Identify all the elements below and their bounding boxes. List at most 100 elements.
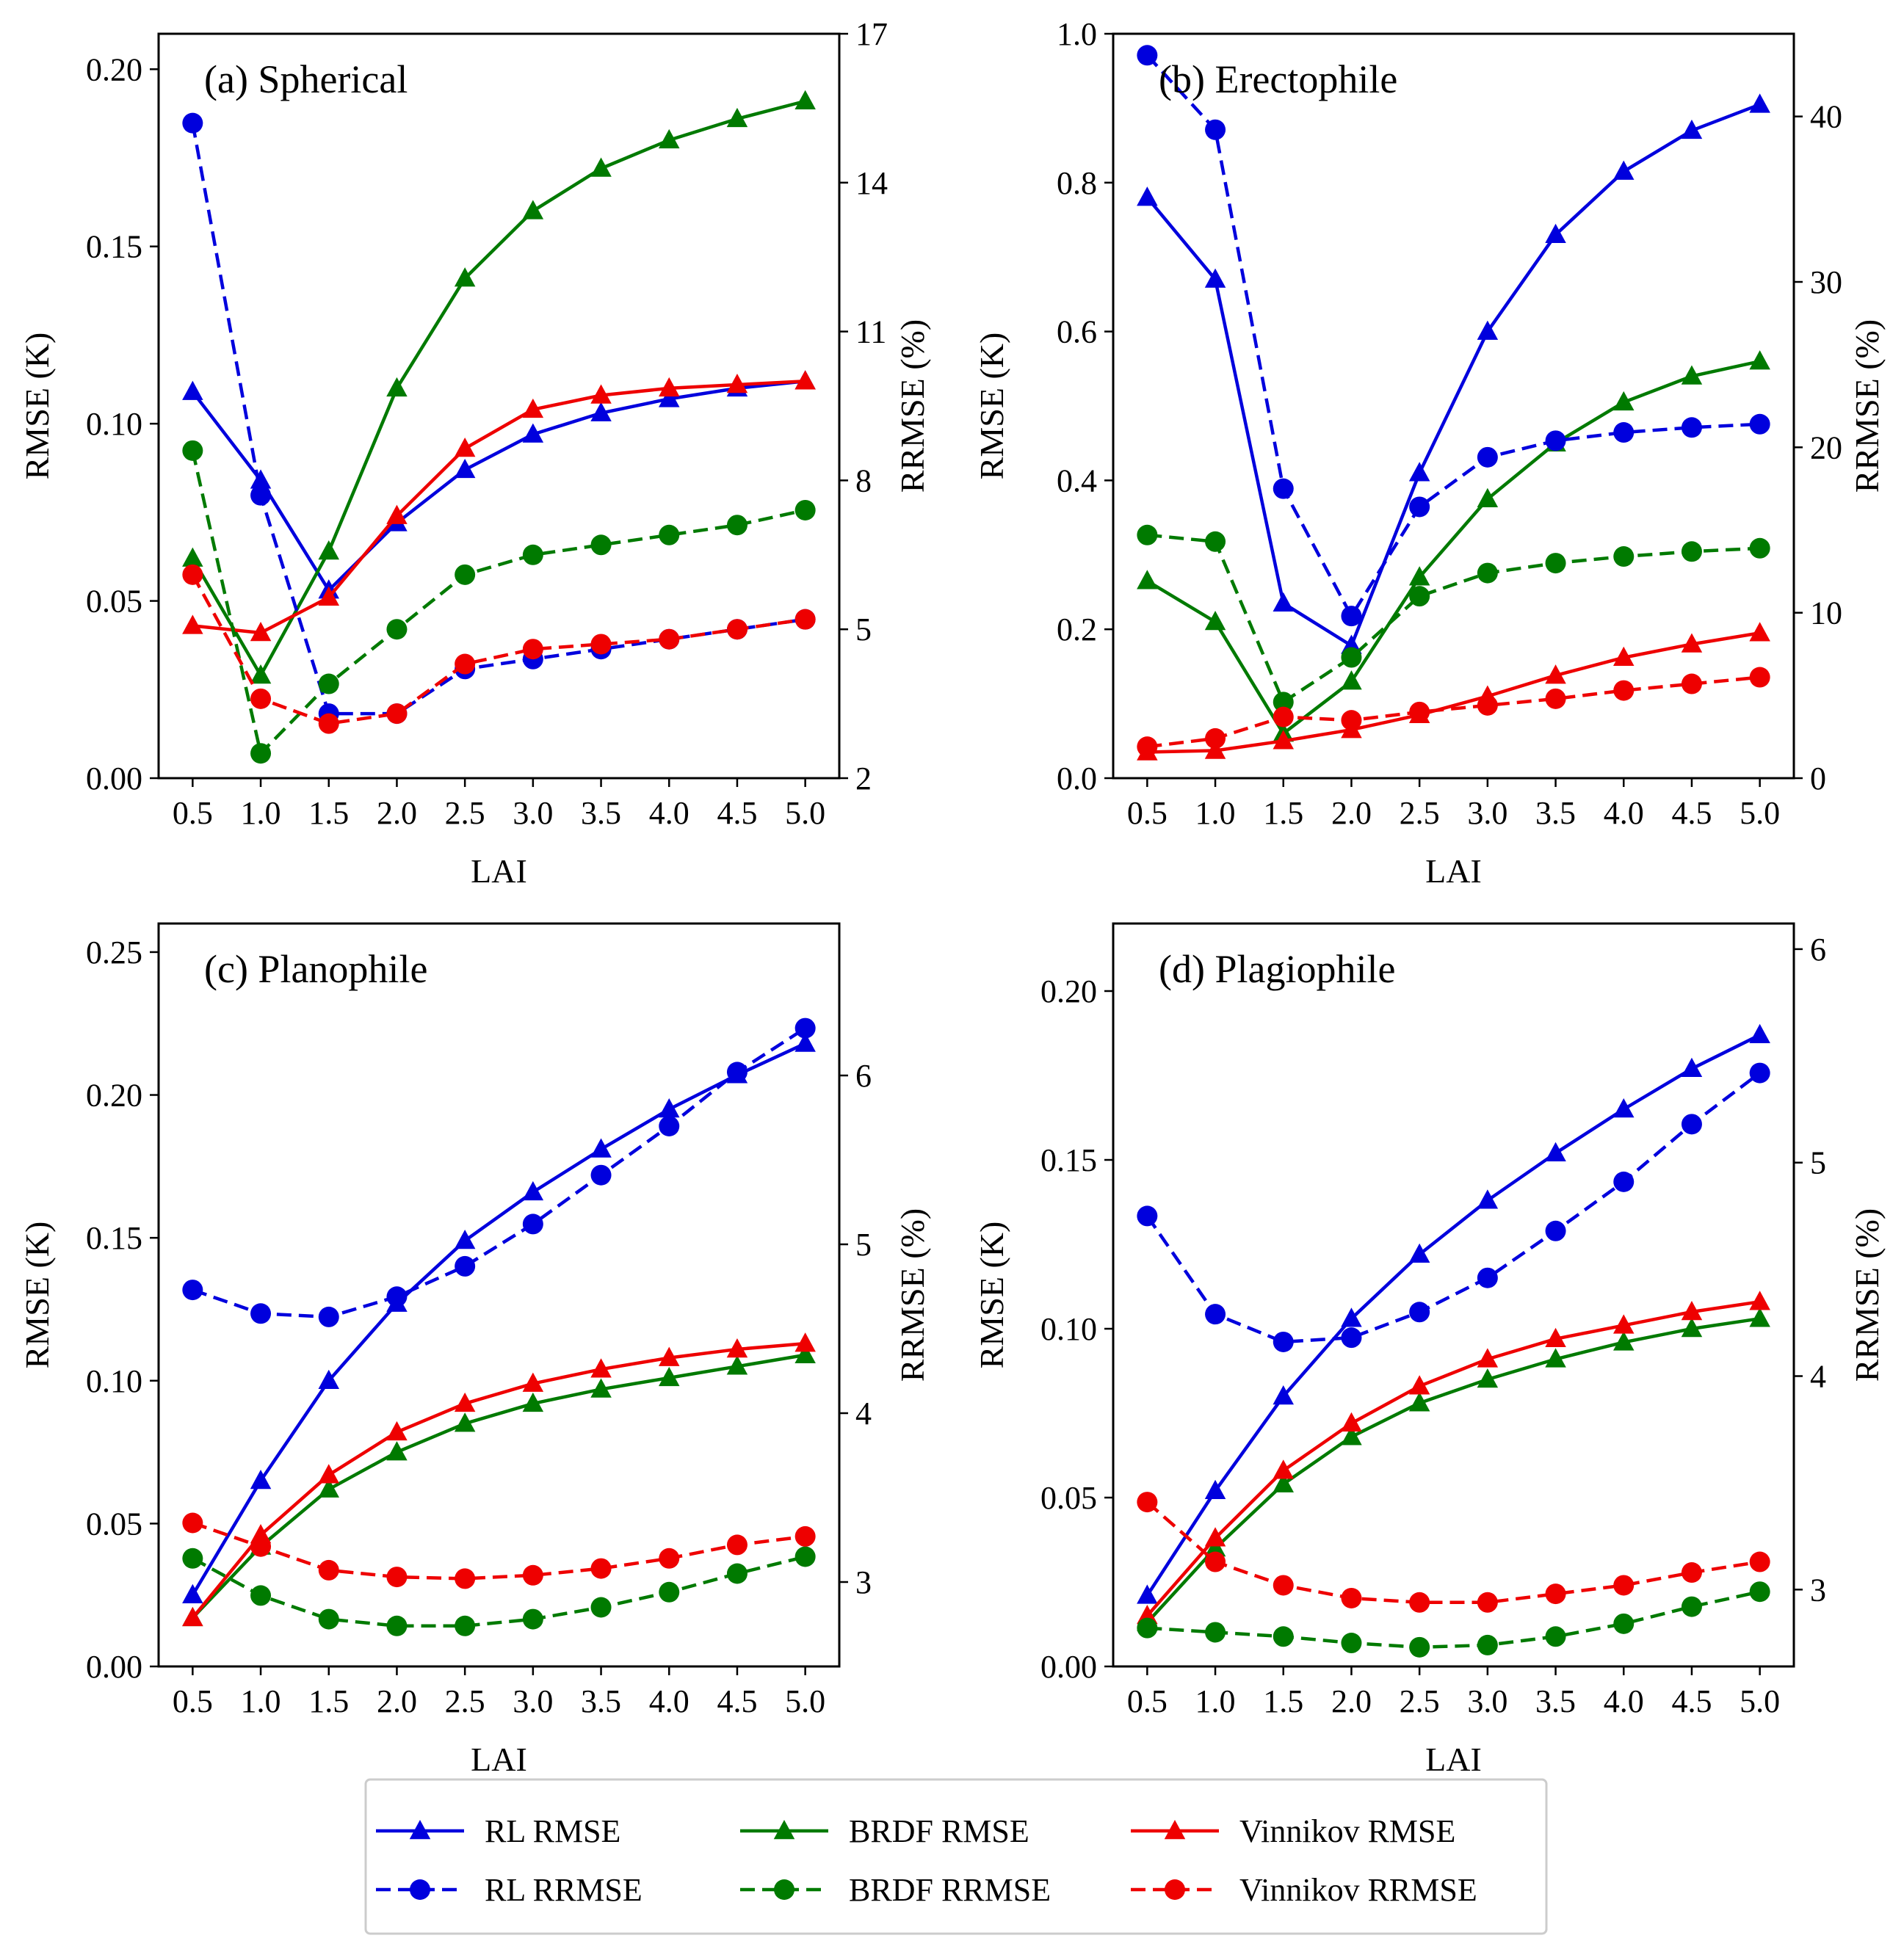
x-axis-label: LAI [1425,1741,1482,1778]
vinnikov-rrmse-point [522,1564,543,1586]
y-right-tick-label: 5 [855,1227,872,1263]
rl-rrmse-point [1341,1327,1362,1349]
vinnikov-rrmse-point [1681,1562,1702,1583]
series-rl-rmse [1137,1023,1770,1604]
rl-rrmse-line [192,1026,806,1319]
rl-rrmse-point [794,1017,816,1039]
brdf-rmse-point [659,1366,680,1387]
series-brdf-rrmse [1137,1581,1770,1658]
brdf-rmse-point [1749,1307,1770,1327]
series-rl-rrmse [1137,1062,1770,1352]
vinnikov-rrmse-point [1545,1583,1566,1605]
vinnikov-rmse-point [454,437,476,457]
vinnikov-rrmse-point [455,653,476,675]
vinnikov-rrmse-point [1409,1592,1430,1613]
y-right-tick-label: 10 [1810,595,1842,631]
legend-marker [774,1879,794,1900]
vinnikov-rmse-point [386,504,408,524]
x-tick-label: 4.5 [1671,795,1712,831]
rl-rmse-point [1204,268,1226,288]
x-tick-label: 3.5 [581,1683,621,1719]
brdf-rmse-point [318,540,339,560]
rl-rmse-point [1545,1142,1566,1162]
brdf-rrmse-point [455,1615,476,1636]
y-axis-label: RMSE (K) [18,1222,56,1369]
brdf-rrmse-point [522,544,543,565]
x-tick-label: 1.0 [1195,1683,1236,1719]
rl-rrmse-line [1145,54,1760,618]
vinnikov-rmse-point [522,1372,544,1392]
vinnikov-rmse-point [1613,646,1635,666]
rl-rmse-point [1273,1385,1294,1405]
vinnikov-rrmse-point [1613,1575,1635,1596]
brdf-rmse-point [1408,566,1430,586]
panels: 0.5 1.0 1.5 2.0 2.5 3.0 3.5 4.0 4.5 5.00.000.050.… [18,16,1886,1778]
brdf-rrmse-point [1681,541,1702,562]
vinnikov-rrmse-point [659,628,680,650]
vinnikov-rmse-line [192,379,806,635]
panel-title: (a) Spherical [204,57,408,101]
vinnikov-rrmse-point [1341,710,1362,731]
x-tick-label: 2.5 [445,1683,485,1719]
y-tick-label: 0.2 [1057,612,1097,647]
vinnikov-rrmse-point [659,1548,680,1569]
rl-rmse-point [590,1138,612,1158]
x-tick-label: 0.5 [1127,1683,1168,1719]
y-right-tick-label: 4 [855,1396,872,1432]
x-tick-label: 2.0 [377,1683,417,1719]
vinnikov-rmse-point [1204,739,1226,759]
brdf-rmse-line [1145,1316,1760,1624]
rl-rmse-line [1145,1033,1761,1597]
vinnikov-rmse-point [318,586,339,606]
y-right-tick-label: 6 [855,1058,872,1094]
plot-frame [1112,922,1795,1668]
vinnikov-rmse-point [659,1346,680,1366]
y-tick-label: 0.05 [86,1506,142,1542]
y-tick-label: 0.00 [86,1649,142,1685]
brdf-rmse-point [318,1478,339,1498]
legend-marker [409,1820,431,1840]
panel-spherical: 0.5 1.0 1.5 2.0 2.5 3.0 3.5 4.0 4.5 5.0 0.00 0.05 0.… [18,16,931,890]
vinnikov-rrmse-point [386,1567,408,1588]
y-tick-label: 0.15 [86,229,142,265]
rl-rrmse-point [318,1306,339,1327]
y-tick-label: 0.10 [86,406,142,442]
brdf-rrmse-point [386,619,408,640]
brdf-rmse-point [1613,391,1635,411]
brdf-rrmse-point [1681,1596,1702,1617]
series-vinnikov-rrmse [1137,1492,1770,1613]
brdf-rrmse-point [182,440,203,461]
x-tick-label: 3.5 [581,795,621,831]
x-axis-label: LAI [1425,852,1482,890]
rl-rmse-line [1145,103,1761,647]
rl-rmse-point [182,1583,203,1603]
y-tick-label: 0.20 [86,51,142,87]
brdf-rrmse-point [1137,1617,1158,1639]
brdf-rmse-point [250,664,272,684]
vinnikov-rrmse-point [1341,1587,1362,1608]
x-tick-label: 1.5 [308,1683,349,1719]
x-tick-label: 4.5 [717,1683,757,1719]
rl-rmse-point [454,1230,476,1249]
brdf-rrmse-point [794,499,816,520]
rl-rmse-point [318,1369,339,1390]
x-tick-label: 3.5 [1535,1683,1576,1719]
y-tick-label: 0.05 [1040,1480,1097,1516]
rl-rrmse-point [659,1116,680,1136]
rl-rrmse-point [522,1213,543,1235]
rl-rmse-point [1408,462,1430,482]
brdf-rrmse-point [1545,1626,1566,1647]
rl-rrmse-point [386,1286,408,1307]
brdf-rrmse-point [1341,647,1362,668]
y-right-tick-label: 14 [855,165,888,201]
y-right-tick-label: 5 [855,612,872,647]
x-tick-label: 0.5 [173,795,213,831]
brdf-rmse-point [522,1392,544,1412]
vinnikov-rmse-point [726,1338,748,1358]
legend-label: Vinnikov RRMSE [1239,1872,1477,1908]
vinnikov-rmse-point [1545,1327,1566,1348]
legend-frame [364,1778,1548,1935]
x-tick-label: 0.5 [1127,795,1168,831]
brdf-rmse-point [454,267,476,287]
rl-rmse-point [659,1098,680,1118]
